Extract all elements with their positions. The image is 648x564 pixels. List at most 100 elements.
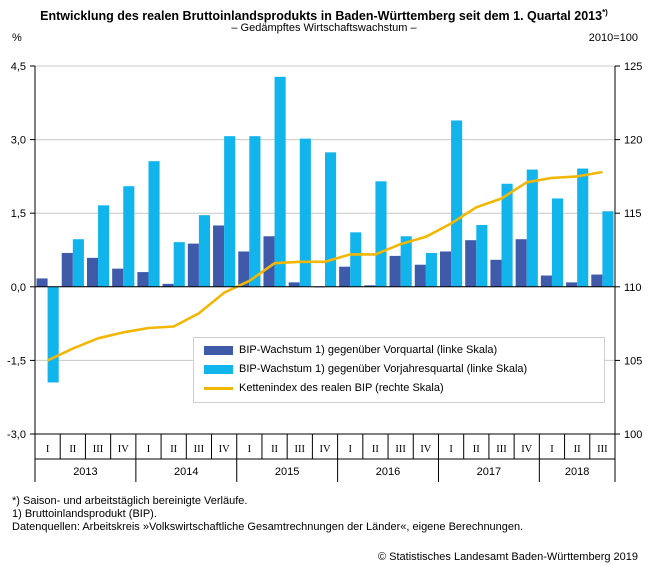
- bar-vorjahresquartal: [198, 215, 211, 287]
- quarter-label: II: [574, 444, 581, 455]
- quarter-label: IV: [219, 444, 230, 455]
- bar-vorquartal: [162, 283, 174, 287]
- quarter-label: III: [93, 444, 104, 455]
- left-tick-label: -3,0: [7, 429, 26, 441]
- bar-vorjahresquartal: [526, 169, 538, 287]
- bar-vorquartal: [465, 240, 477, 287]
- bar-vorjahresquartal: [47, 286, 59, 383]
- right-tick-label: 125: [624, 61, 642, 73]
- quarter-label: I: [248, 444, 252, 455]
- quarter-label: III: [295, 444, 306, 455]
- bar-vorjahresquartal: [72, 239, 84, 287]
- right-tick-label: 120: [624, 135, 642, 147]
- axes: 4,5 3,0 1,5 0,0 -1,5 -3,0 125 120 115 110 105 100: [7, 61, 642, 441]
- right-tick-label: 100: [624, 429, 642, 441]
- bar-vorquartal: [112, 268, 124, 287]
- bar-vorjahresquartal: [325, 152, 337, 287]
- bar-vorquartal: [591, 274, 603, 287]
- quarter-label: IV: [521, 444, 532, 455]
- bar-vorjahresquartal: [602, 211, 614, 287]
- bar-vorjahresquartal: [350, 232, 362, 287]
- bar-vorquartal: [61, 252, 73, 287]
- footnote-1: *) Saison- und arbeitstäglich bereinigte…: [12, 495, 248, 507]
- quarter-label: III: [194, 444, 205, 455]
- legend-label-vorquartal: BIP-Wachstum 1) gegenüber Vorquartal (li…: [239, 344, 498, 356]
- left-tick-label: 4,5: [11, 61, 26, 73]
- quarter-label: II: [473, 444, 480, 455]
- bar-vorquartal: [263, 236, 275, 287]
- quarter-label: I: [348, 444, 352, 455]
- bar-vorjahresquartal: [224, 136, 236, 287]
- bar-vorquartal: [213, 225, 225, 287]
- bar-vorjahresquartal: [98, 205, 110, 287]
- quarter-label: II: [372, 444, 379, 455]
- legend-label-vorjahresquartal: BIP-Wachstum 1) gegenüber Vorjahresquart…: [239, 363, 528, 375]
- right-axis-unit: 2010=100: [588, 32, 638, 44]
- year-label: 2013: [73, 466, 97, 478]
- bar-vorquartal: [288, 282, 300, 287]
- quarter-label: I: [46, 444, 50, 455]
- bar-vorquartal: [187, 243, 199, 287]
- legend-item-vorquartal: BIP-Wachstum 1) gegenüber Vorquartal (li…: [204, 343, 497, 357]
- bar-vorquartal: [414, 264, 426, 287]
- quarter-label: III: [395, 444, 406, 455]
- right-tick-label: 105: [624, 355, 642, 367]
- bar-vorjahresquartal: [299, 138, 311, 287]
- bar-vorquartal: [540, 275, 552, 287]
- footnote-2: 1) Bruttoinlandsprodukt (BIP).: [12, 508, 157, 520]
- legend-swatch-vorquartal: [204, 345, 233, 355]
- left-tick-label: 3,0: [11, 135, 26, 147]
- right-tick-label: 110: [624, 282, 642, 294]
- bar-vorquartal: [364, 285, 376, 287]
- quarter-label: I: [449, 444, 453, 455]
- line-kettenindex: [47, 170, 603, 362]
- left-axis-unit: %: [12, 32, 22, 44]
- bar-vorquartal: [490, 259, 502, 287]
- year-label: 2017: [477, 466, 501, 478]
- bar-vorjahresquartal: [249, 136, 261, 287]
- legend-swatch-vorjahresquartal: [204, 364, 233, 374]
- quarter-label: III: [496, 444, 507, 455]
- bar-vorquartal: [339, 266, 351, 287]
- bar-vorjahresquartal: [400, 236, 412, 287]
- quarter-label: IV: [319, 444, 330, 455]
- year-label: 2016: [376, 466, 400, 478]
- bar-vorquartal: [566, 282, 578, 287]
- bar-vorjahresquartal: [551, 198, 564, 287]
- bar-vorjahresquartal: [451, 120, 463, 287]
- quarter-label: II: [69, 444, 76, 455]
- quarter-label: II: [170, 444, 177, 455]
- chart-title: Entwicklung des realen Bruttoinlandsprod…: [40, 8, 608, 24]
- quarter-label: IV: [420, 444, 431, 455]
- x-axis-labels: I II III IV I II III IV I II III IV I II III IV I II III IV…: [34, 433, 616, 482]
- legend-item-kettenindex: Kettenindex des realen BIP (rechte Skala…: [204, 381, 444, 395]
- bar-vorquartal: [389, 255, 401, 287]
- bar-vorquartal: [86, 257, 99, 287]
- bar-vorjahresquartal: [375, 181, 387, 287]
- bar-vorjahresquartal: [148, 161, 160, 287]
- legend-swatch-kettenindex: [204, 386, 233, 390]
- quarter-label: I: [550, 444, 554, 455]
- chart-canvas: 4,5 3,0 1,5 0,0 -1,5 -3,0 125 120 115 110 105 100 I…: [7, 61, 642, 482]
- left-tick-label: -1,5: [7, 355, 26, 367]
- bar-vorjahresquartal: [425, 252, 437, 287]
- legend-label-kettenindex: Kettenindex des realen BIP (rechte Skala…: [239, 382, 444, 394]
- bar-series: [36, 76, 614, 383]
- bar-vorjahresquartal: [274, 76, 286, 287]
- right-tick-label: 115: [624, 208, 642, 220]
- footnote-3: Datenquellen: Arbeitskreis »Volkswirtsch…: [12, 521, 524, 533]
- year-label: 2014: [174, 466, 198, 478]
- bar-vorjahresquartal: [501, 183, 513, 287]
- bar-vorquartal: [515, 239, 527, 287]
- legend: BIP-Wachstum 1) gegenüber Vorquartal (li…: [193, 337, 605, 403]
- line-series: [47, 170, 603, 362]
- legend-item-vorjahresquartal: BIP-Wachstum 1) gegenüber Vorjahresquart…: [204, 362, 527, 376]
- bar-vorquartal: [439, 251, 452, 287]
- bar-vorquartal: [137, 272, 149, 287]
- bar-vorjahresquartal: [476, 224, 488, 287]
- year-label: 2015: [275, 466, 299, 478]
- quarter-label: II: [271, 444, 278, 455]
- chart-subtitle: – Gedämpftes Wirtschaftswachstum –: [231, 22, 417, 34]
- left-tick-label: 1,5: [11, 208, 26, 220]
- bar-vorquartal: [36, 278, 48, 287]
